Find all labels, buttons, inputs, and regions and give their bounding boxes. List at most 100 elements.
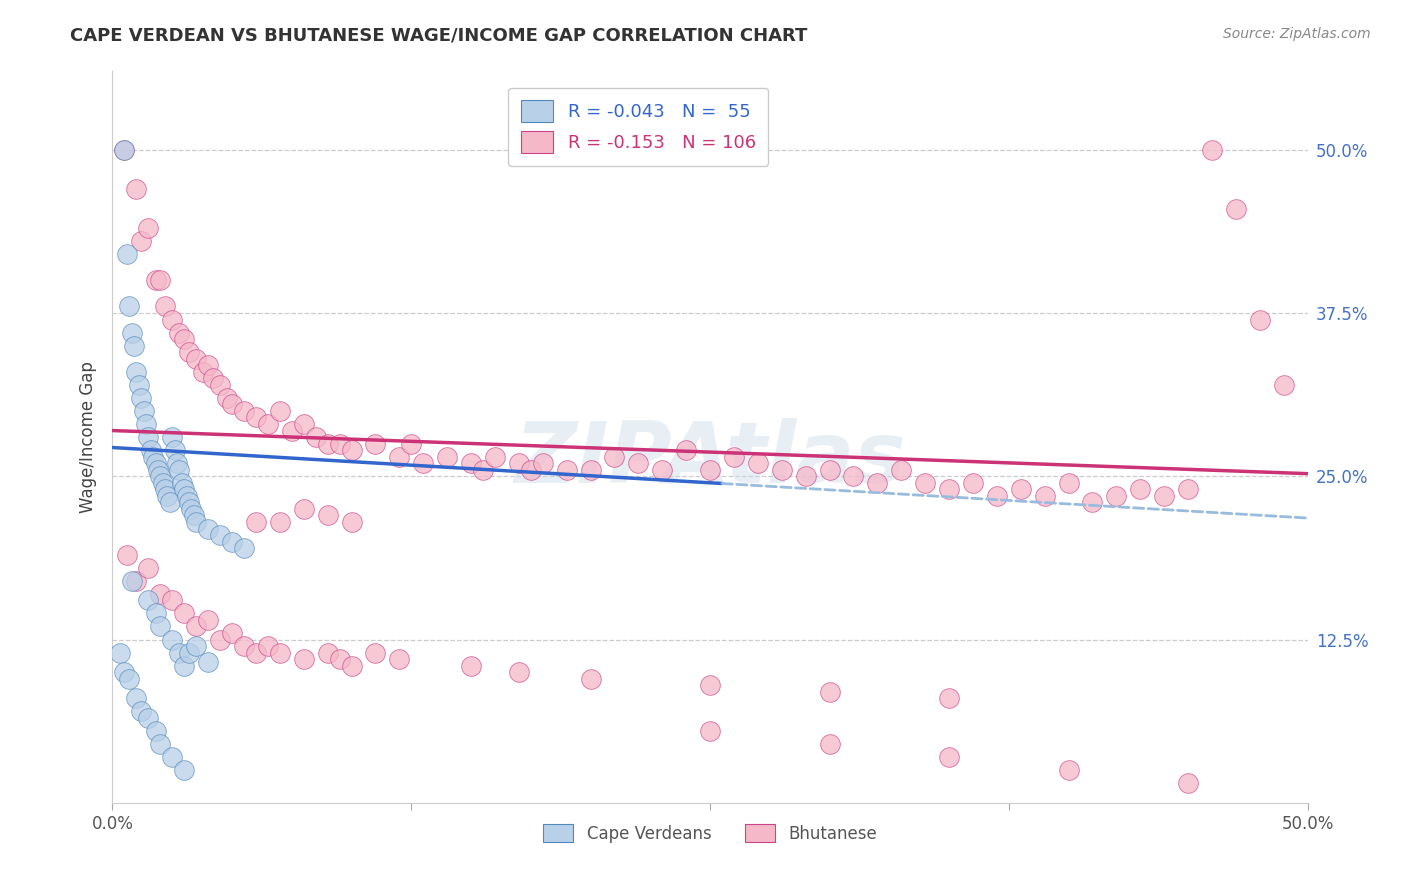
- Point: [1057, 475, 1080, 490]
- Point: [460, 658, 482, 673]
- Point: [316, 508, 339, 523]
- Point: [1129, 483, 1152, 497]
- Point: [316, 436, 339, 450]
- Point: [508, 456, 530, 470]
- Point: [125, 574, 148, 588]
- Point: [962, 475, 984, 490]
- Point: [209, 528, 232, 542]
- Point: [163, 443, 186, 458]
- Point: [129, 391, 152, 405]
- Point: [1105, 489, 1128, 503]
- Point: [340, 658, 363, 673]
- Point: [723, 450, 745, 464]
- Point: [329, 652, 352, 666]
- Point: [818, 463, 841, 477]
- Point: [233, 541, 256, 555]
- Point: [173, 607, 195, 621]
- Point: [388, 450, 411, 464]
- Point: [149, 737, 172, 751]
- Point: [125, 182, 148, 196]
- Point: [651, 463, 673, 477]
- Point: [555, 463, 578, 477]
- Point: [108, 646, 131, 660]
- Point: [245, 515, 267, 529]
- Point: [173, 763, 195, 777]
- Point: [128, 377, 150, 392]
- Point: [217, 391, 239, 405]
- Point: [125, 691, 148, 706]
- Point: [121, 574, 143, 588]
- Point: [818, 685, 841, 699]
- Point: [1153, 489, 1175, 503]
- Text: ZIPAtlas: ZIPAtlas: [515, 417, 905, 500]
- Point: [138, 593, 160, 607]
- Point: [292, 502, 315, 516]
- Point: [627, 456, 650, 470]
- Point: [1201, 143, 1223, 157]
- Point: [114, 143, 135, 157]
- Text: Source: ZipAtlas.com: Source: ZipAtlas.com: [1223, 27, 1371, 41]
- Point: [183, 508, 205, 523]
- Point: [269, 515, 291, 529]
- Point: [579, 463, 602, 477]
- Point: [118, 300, 141, 314]
- Point: [269, 404, 291, 418]
- Point: [1177, 776, 1199, 790]
- Point: [460, 456, 482, 470]
- Point: [986, 489, 1008, 503]
- Point: [177, 646, 200, 660]
- Point: [186, 351, 208, 366]
- Point: [173, 483, 195, 497]
- Point: [129, 234, 152, 248]
- Point: [305, 430, 328, 444]
- Point: [245, 646, 267, 660]
- Point: [149, 587, 172, 601]
- Point: [340, 515, 363, 529]
- Point: [579, 672, 602, 686]
- Point: [122, 339, 145, 353]
- Point: [186, 639, 208, 653]
- Point: [162, 430, 183, 444]
- Point: [149, 619, 172, 633]
- Point: [138, 560, 160, 574]
- Point: [818, 737, 841, 751]
- Point: [281, 424, 304, 438]
- Point: [156, 489, 179, 503]
- Point: [794, 469, 817, 483]
- Point: [1057, 763, 1080, 777]
- Point: [269, 646, 291, 660]
- Point: [221, 397, 243, 411]
- Point: [145, 273, 167, 287]
- Point: [699, 723, 721, 738]
- Point: [472, 463, 495, 477]
- Point: [209, 632, 232, 647]
- Point: [125, 365, 148, 379]
- Point: [412, 456, 434, 470]
- Point: [153, 483, 176, 497]
- Point: [197, 613, 219, 627]
- Point: [153, 300, 176, 314]
- Point: [193, 365, 215, 379]
- Point: [166, 456, 188, 470]
- Point: [1249, 312, 1271, 326]
- Point: [197, 358, 219, 372]
- Point: [197, 655, 219, 669]
- Point: [221, 626, 243, 640]
- Point: [1010, 483, 1032, 497]
- Point: [169, 463, 191, 477]
- Point: [245, 410, 267, 425]
- Point: [257, 639, 280, 653]
- Point: [197, 521, 219, 535]
- Point: [142, 450, 165, 464]
- Point: [173, 332, 195, 346]
- Point: [118, 672, 141, 686]
- Point: [169, 646, 191, 660]
- Point: [162, 312, 183, 326]
- Point: [149, 273, 172, 287]
- Point: [1225, 202, 1247, 216]
- Point: [699, 678, 721, 692]
- Point: [135, 417, 157, 431]
- Point: [138, 221, 160, 235]
- Point: [170, 475, 193, 490]
- Point: [152, 475, 174, 490]
